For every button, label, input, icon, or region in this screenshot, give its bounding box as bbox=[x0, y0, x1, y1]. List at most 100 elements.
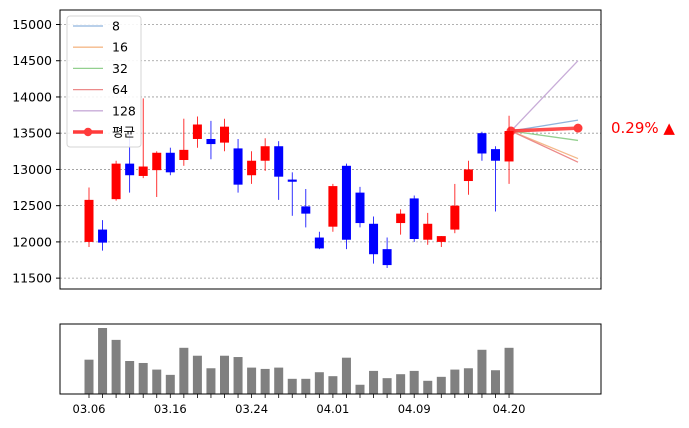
projection-line-128 bbox=[510, 60, 579, 132]
y-tick-label: 13000 bbox=[12, 162, 52, 177]
volume-bar bbox=[355, 384, 365, 394]
volume-bars bbox=[84, 328, 514, 394]
y-tick-label: 11500 bbox=[12, 271, 52, 286]
candle-body bbox=[98, 229, 108, 243]
volume-bar bbox=[328, 376, 338, 394]
legend-label: 평균 bbox=[112, 125, 135, 140]
candle-body bbox=[450, 205, 460, 230]
volume-bar bbox=[396, 374, 406, 394]
volume-bar bbox=[450, 369, 460, 394]
candle-body bbox=[463, 169, 473, 182]
price-panel: 11500 12000 12500 13000 13500 14000 14500 15000… bbox=[12, 9, 675, 290]
price-panel-frame bbox=[59, 9, 602, 290]
candle-body bbox=[491, 149, 500, 161]
candle-body bbox=[341, 165, 351, 240]
x-tick-label: 03.16 bbox=[154, 402, 187, 416]
volume-bar bbox=[220, 355, 229, 394]
candle-body bbox=[301, 206, 311, 214]
volume-bar bbox=[152, 369, 162, 394]
candle-body bbox=[328, 186, 338, 227]
volume-bar bbox=[138, 362, 148, 394]
volume-bar bbox=[369, 370, 379, 394]
volume-bar bbox=[409, 370, 419, 394]
candle-body bbox=[220, 126, 229, 143]
volume-bar bbox=[165, 374, 175, 394]
volume-bar bbox=[260, 368, 270, 394]
candle-body bbox=[179, 149, 189, 161]
volume-x-axis: 03.06 03.16 03.24 04.01 04.09 04.20 bbox=[73, 394, 526, 416]
projection-lines bbox=[506, 60, 583, 163]
change-label: 0.29% ▲ bbox=[611, 119, 675, 137]
volume-panel: 03.06 03.16 03.24 04.01 04.09 04.20 bbox=[59, 323, 602, 416]
projection-line-32 bbox=[510, 130, 579, 142]
legend: 8 16 32 64 128 평균 bbox=[66, 15, 142, 148]
candle-body bbox=[287, 179, 297, 182]
candle-body bbox=[192, 124, 202, 139]
candle-body bbox=[436, 236, 446, 242]
candle-body bbox=[274, 146, 284, 177]
x-tick-label: 04.20 bbox=[493, 402, 526, 416]
projection-line-64 bbox=[510, 130, 579, 163]
candle-body bbox=[125, 163, 135, 176]
candle-body bbox=[233, 148, 243, 185]
legend-box bbox=[66, 15, 142, 148]
candle-body bbox=[396, 213, 406, 224]
volume-bar bbox=[179, 347, 189, 394]
volume-bar bbox=[206, 368, 216, 394]
candle-body bbox=[477, 133, 487, 154]
volume-bar bbox=[463, 368, 473, 394]
volume-panel-frame bbox=[59, 323, 602, 395]
volume-bar bbox=[504, 347, 514, 394]
volume-bar bbox=[125, 361, 135, 394]
candle-body bbox=[152, 152, 162, 171]
projection-end-marker bbox=[573, 123, 583, 133]
x-tick-label: 04.01 bbox=[316, 402, 349, 416]
candle-body bbox=[409, 198, 419, 239]
legend-label: 128 bbox=[112, 103, 136, 118]
projection-line-average bbox=[510, 126, 579, 133]
volume-bar bbox=[192, 355, 202, 394]
volume-bar bbox=[314, 372, 324, 394]
y-tick-label: 14500 bbox=[12, 53, 52, 68]
x-tick-label: 04.09 bbox=[398, 402, 431, 416]
legend-swatch-marker bbox=[83, 127, 93, 137]
volume-bar bbox=[382, 378, 392, 394]
candle-body bbox=[382, 249, 392, 266]
volume-bar bbox=[287, 378, 297, 394]
volume-bar bbox=[341, 357, 351, 394]
y-tick-label: 13500 bbox=[12, 126, 52, 141]
volume-bar bbox=[233, 357, 243, 394]
volume-bar bbox=[274, 367, 284, 394]
legend-label: 32 bbox=[112, 61, 128, 76]
legend-label: 16 bbox=[112, 40, 128, 55]
price-y-axis: 11500 12000 12500 13000 13500 14000 14500 15000 bbox=[12, 17, 60, 286]
candle-body bbox=[84, 199, 94, 242]
candle-body bbox=[206, 138, 216, 145]
candlesticks bbox=[84, 98, 514, 268]
volume-bar bbox=[491, 370, 500, 394]
x-tick-label: 03.24 bbox=[235, 402, 268, 416]
legend-label: 8 bbox=[112, 19, 120, 34]
volume-bar bbox=[111, 339, 121, 394]
x-tick-label: 03.06 bbox=[73, 402, 106, 416]
candle-body bbox=[504, 131, 514, 162]
legend-label: 64 bbox=[112, 82, 128, 97]
y-tick-label: 12000 bbox=[12, 234, 52, 249]
y-tick-label: 15000 bbox=[12, 17, 52, 32]
volume-bar bbox=[477, 349, 487, 394]
candle-body bbox=[138, 166, 148, 176]
y-tick-label: 12500 bbox=[12, 198, 52, 213]
y-tick-label: 14000 bbox=[12, 89, 52, 104]
candle-body bbox=[260, 146, 270, 161]
candle-body bbox=[165, 152, 175, 173]
candle-body bbox=[369, 223, 379, 255]
volume-bar bbox=[247, 367, 257, 394]
candle-body bbox=[355, 192, 365, 224]
volume-bar bbox=[423, 380, 433, 394]
candle-body bbox=[247, 160, 257, 176]
candle-body bbox=[111, 163, 121, 200]
candle-body bbox=[423, 223, 433, 240]
volume-bar bbox=[436, 376, 446, 394]
volume-bar bbox=[84, 359, 94, 394]
